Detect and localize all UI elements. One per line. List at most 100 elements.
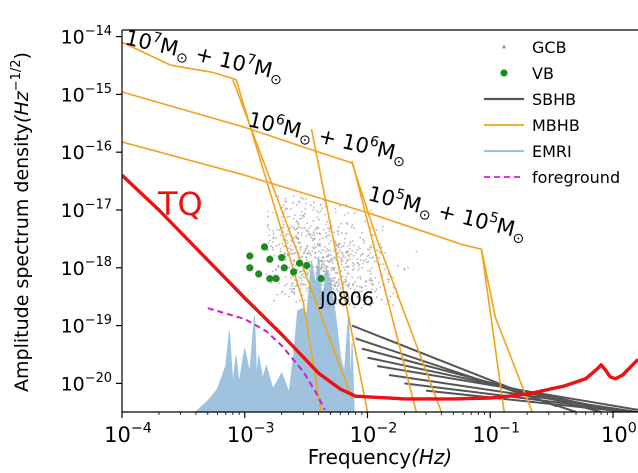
gcb-point [359, 247, 361, 250]
sbhb-track [404, 382, 635, 412]
gcb-point [351, 269, 354, 271]
foreground-line [207, 307, 326, 411]
gcb-point [334, 257, 336, 259]
gcb-point [332, 267, 335, 270]
gcb-point [324, 265, 327, 267]
gcb-point [284, 235, 287, 238]
gcb-point [387, 280, 390, 283]
gcb-point [293, 293, 296, 295]
gcb-point [277, 195, 280, 197]
legend: GCB VB SBHB MBHB EMRI foreground [484, 38, 620, 187]
gcb-point [282, 224, 285, 226]
gcb-point [347, 251, 349, 253]
y-tick-label: 10−20 [61, 371, 112, 396]
gcb-point [288, 295, 291, 298]
gcb-point [371, 234, 374, 237]
gcb-point [310, 225, 312, 228]
gcb-point [327, 249, 330, 252]
gcb-point [345, 203, 348, 206]
gcb-point [346, 265, 349, 268]
gcb-point [361, 232, 363, 234]
gcb-point [303, 251, 306, 254]
mbhb-track [480, 249, 505, 412]
gcb-point [363, 303, 365, 306]
gcb-point [347, 253, 350, 256]
gcb-point [337, 272, 339, 275]
gcb-point [370, 296, 373, 298]
gcb-point [337, 245, 339, 248]
gcb-point [297, 232, 299, 235]
gcb-point [325, 255, 328, 258]
gcb-point [339, 287, 342, 290]
gcb-point [315, 226, 318, 229]
gcb-point [396, 264, 399, 267]
gcb-point [358, 285, 361, 288]
gcb-point [307, 271, 310, 274]
gcb-point [323, 260, 326, 263]
gcb-point [356, 285, 359, 288]
gcb-point [357, 265, 360, 267]
gcb-point [355, 251, 357, 254]
gcb-point [383, 268, 386, 271]
gcb-point [379, 286, 382, 289]
gcb-point [308, 269, 311, 272]
gcb-point [332, 258, 335, 261]
gcb-point [319, 244, 321, 246]
gcb-point [377, 250, 380, 253]
gcb-point [306, 274, 309, 276]
y-tick-label: 10−19 [61, 313, 112, 338]
gcb-point [288, 215, 291, 218]
gcb-point [305, 202, 307, 205]
y-tick-label: 10−16 [61, 140, 112, 165]
gcb-point [298, 276, 301, 278]
gcb-point [338, 281, 340, 284]
gcb-point [385, 303, 387, 306]
gcb-point [403, 267, 405, 270]
gcb-point [326, 265, 328, 268]
gcb-point [340, 261, 343, 263]
gcb-point [272, 211, 275, 214]
gcb-point [270, 245, 272, 247]
gcb-point [307, 230, 310, 233]
sbhb-track [351, 324, 558, 408]
gcb-point [369, 226, 372, 229]
gcb-point [369, 270, 371, 272]
gcb-point [345, 232, 347, 235]
gcb-point [369, 305, 372, 307]
gcb-point [340, 222, 342, 225]
gcb-point [336, 244, 338, 246]
y-tick-label: 10−15 [61, 82, 112, 107]
gcb-point [321, 237, 324, 240]
gcb-point [368, 278, 371, 281]
gcb-point [289, 248, 292, 250]
sbhb-track [377, 365, 638, 411]
gcb-point [290, 290, 293, 293]
gcb-point [278, 282, 280, 285]
gcb-point [334, 241, 337, 244]
gcb-point [341, 251, 343, 254]
gcb-point [295, 204, 298, 206]
gcb-point [301, 270, 303, 273]
legend-label-vb: VB [532, 64, 554, 83]
gcb-point [357, 276, 359, 279]
gcb-point [276, 293, 279, 296]
gcb-point [377, 282, 380, 284]
gcb-point [335, 302, 338, 305]
x-tick-label: 10−4 [104, 421, 152, 447]
gcb-point [312, 209, 315, 211]
tq-line [122, 173, 638, 401]
gcb-point [330, 260, 332, 263]
gcb-point [268, 234, 271, 237]
gcb-point [293, 237, 295, 240]
vb-point [317, 275, 325, 283]
mass-label-1e6: 106M⊙ + 106M⊙ [245, 106, 410, 172]
gcb-point [375, 288, 378, 291]
gcb-point [295, 301, 298, 303]
gcb-point [314, 271, 317, 274]
gcb-point [372, 256, 374, 258]
gcb-point [313, 243, 316, 246]
x-tick-label: 10−1 [472, 421, 520, 447]
gcb-point [325, 250, 327, 253]
vb-point [278, 254, 286, 262]
gcb-point [374, 276, 377, 279]
